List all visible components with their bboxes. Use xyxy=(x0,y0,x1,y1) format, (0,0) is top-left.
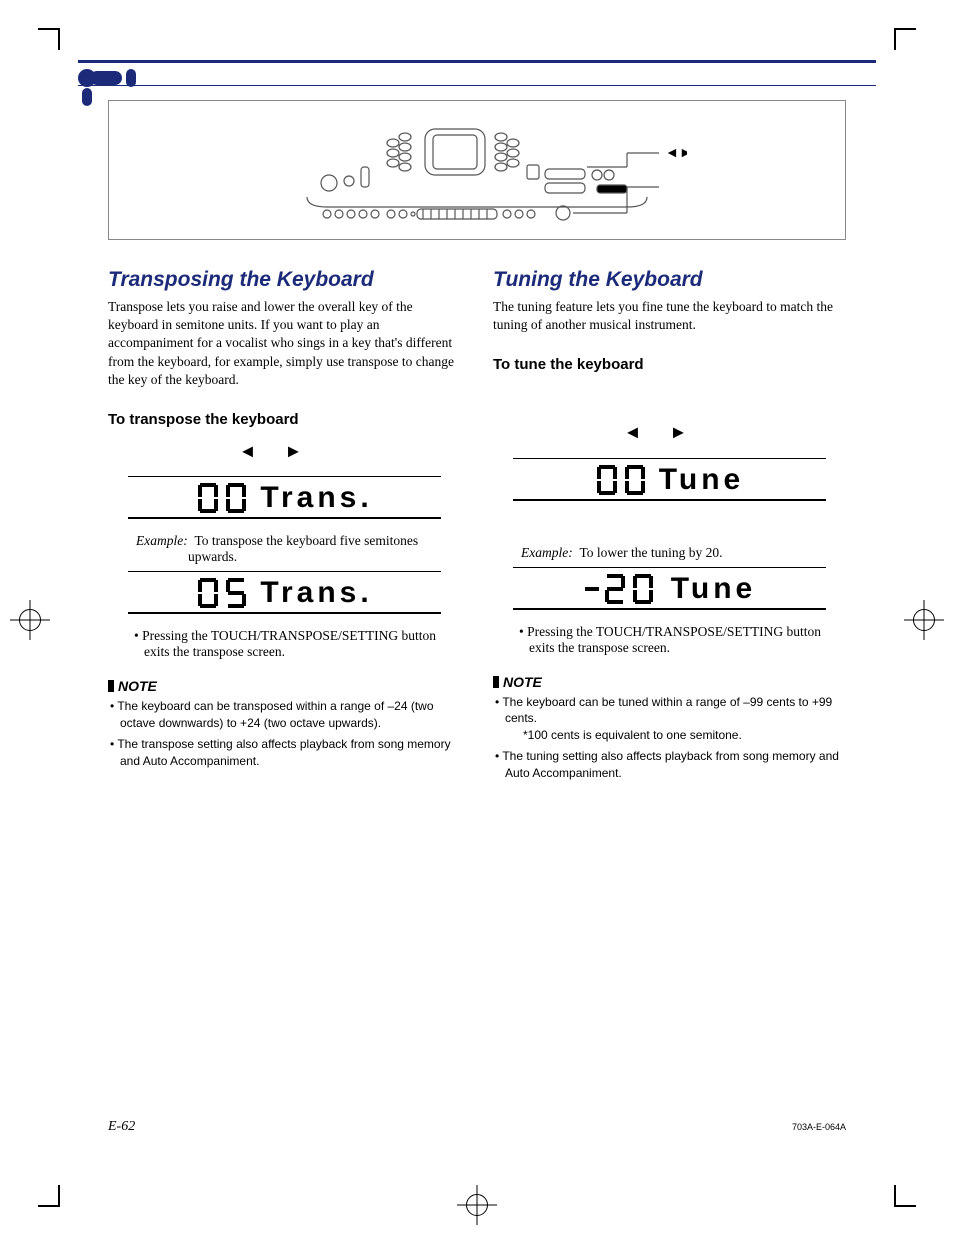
arrow-left-icon: ◄ xyxy=(624,422,670,442)
arrow-right-icon: ► xyxy=(679,144,687,160)
crop-mark xyxy=(38,1205,60,1207)
registration-mark xyxy=(457,1185,497,1225)
note-heading: NOTE xyxy=(493,674,846,690)
note-item: The tuning setting also affects playback… xyxy=(493,748,846,782)
crop-mark xyxy=(894,1205,916,1207)
tuning-sub: To tune the keyboard xyxy=(493,356,846,373)
lcd-word: Trans. xyxy=(260,576,372,609)
note-item: The keyboard can be transposed within a … xyxy=(108,698,461,732)
example-text: To lower the tuning by 20. xyxy=(579,545,722,560)
transpose-exit-note: • Pressing the TOUCH/TRANSPOSE/SETTING b… xyxy=(134,628,461,660)
lcd-tune-00: Tune xyxy=(513,458,826,501)
arrow-left-icon: ◄ xyxy=(239,441,285,461)
arrow-left-icon: ◄ xyxy=(665,144,679,160)
lcd-word: Trans. xyxy=(260,481,372,514)
registration-mark xyxy=(10,600,50,640)
note-heading: NOTE xyxy=(108,678,461,694)
example-label: Example: xyxy=(136,533,188,548)
crop-mark xyxy=(894,28,896,50)
transpose-heading: Transposing the Keyboard xyxy=(108,268,461,292)
transpose-notes: The keyboard can be transposed within a … xyxy=(108,698,461,769)
lcd-trans-00: Trans. xyxy=(128,476,441,519)
note-marker-icon xyxy=(108,680,114,692)
note-label: NOTE xyxy=(503,674,542,690)
crop-mark xyxy=(58,28,60,50)
crop-mark xyxy=(894,28,916,30)
note-item: The keyboard can be tuned within a range… xyxy=(493,694,846,744)
lcd-tune-neg20: Tune xyxy=(513,567,826,610)
left-column: Transposing the Keyboard Transpose lets … xyxy=(108,262,461,786)
doc-code: 703A-E-064A xyxy=(792,1122,846,1132)
tuning-intro: The tuning feature lets you fine tune th… xyxy=(493,298,846,334)
note-item: The transpose setting also affects playb… xyxy=(108,736,461,770)
tuning-notes: The keyboard can be tuned within a range… xyxy=(493,694,846,782)
arrow-right-icon: ► xyxy=(670,422,716,442)
cursor-arrows: ◄► xyxy=(108,438,461,464)
note-label: NOTE xyxy=(118,678,157,694)
page-footer: E-62 703A-E-064A xyxy=(108,1119,846,1135)
example-label: Example: xyxy=(521,545,573,560)
note-marker-icon xyxy=(493,676,499,688)
crop-mark xyxy=(894,1185,896,1207)
page-number: E-62 xyxy=(108,1119,135,1135)
tuning-step2: ◄► xyxy=(493,419,846,445)
right-column: Tuning the Keyboard The tuning feature l… xyxy=(493,262,846,786)
tuning-exit-note: • Pressing the TOUCH/TRANSPOSE/SETTING b… xyxy=(519,624,846,656)
lcd-word: Tune xyxy=(671,572,756,605)
arrow-right-icon: ► xyxy=(285,441,331,461)
seg-digits xyxy=(196,576,250,610)
seg-digits xyxy=(583,572,661,606)
seg-digits xyxy=(595,463,649,497)
header-rule xyxy=(78,60,876,86)
transpose-sub: To transpose the keyboard xyxy=(108,411,461,428)
transpose-intro: Transpose lets you raise and lower the o… xyxy=(108,298,461,389)
seg-digits xyxy=(196,481,250,515)
crop-mark xyxy=(58,1185,60,1207)
registration-mark xyxy=(904,600,944,640)
transpose-example: Example: To transpose the keyboard five … xyxy=(136,533,461,565)
note-subitem: *100 cents is equivalent to one semitone… xyxy=(505,727,846,744)
lcd-word: Tune xyxy=(659,463,744,496)
crop-mark xyxy=(38,28,60,30)
transpose-step2: ◄► xyxy=(108,438,461,464)
keyboard-svg: ◄ ► xyxy=(267,109,687,229)
header-ornament xyxy=(78,69,148,85)
keyboard-diagram: ◄ ► xyxy=(108,100,846,240)
lcd-trans-05: Trans. xyxy=(128,571,441,614)
example-text: To transpose the keyboard five semitones… xyxy=(188,533,418,564)
cursor-arrows: ◄► xyxy=(493,419,846,445)
tuning-example: Example: To lower the tuning by 20. xyxy=(521,545,846,561)
tuning-heading: Tuning the Keyboard xyxy=(493,268,846,292)
